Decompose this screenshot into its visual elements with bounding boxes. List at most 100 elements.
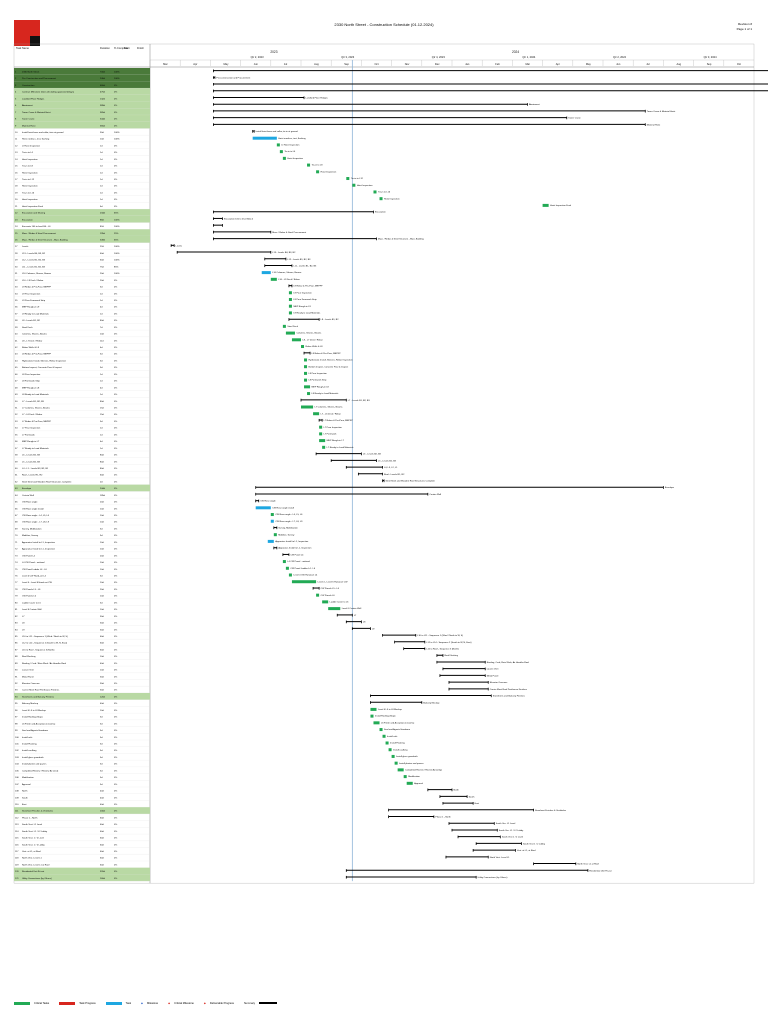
task-duration: 20d [100,589,104,591]
task-duration: 60d [100,475,104,477]
critical-task-bar [373,721,380,725]
task-duration: 60d [100,838,104,840]
task-duration: 60d [100,864,104,866]
row-id: 78 [15,589,18,591]
row-id: 70 [15,535,18,537]
row-id: 103 [15,757,19,759]
task-percent: 0% [114,649,117,651]
critical-task-bar [270,513,274,517]
task-name: L6 Finish and Acceptance (rooms) [22,722,55,725]
task-percent: 100% [114,78,120,80]
task-duration: 5d [100,528,103,530]
bar-label: Install rails [387,735,398,738]
critical-task-bar [307,163,311,167]
task-percent: 0% [114,757,117,759]
task-percent: 0% [114,199,117,201]
task-duration: 82d [100,226,104,228]
critical-task-bar [304,378,308,382]
row-id: 43 [15,354,18,356]
task-name: Excavation and Shoring [22,212,46,215]
row-id: 35 [15,300,18,302]
task-name: LI Hoist Inspection [22,144,41,147]
month-label: Feb [495,62,500,66]
task-duration: 5d [100,723,103,725]
task-percent: 0% [114,495,117,497]
row-id: 40 [15,334,18,336]
task-name: North Vest. Level L1 [22,857,42,860]
critical-task-bar [304,385,311,389]
task-name: Roof Flashing [22,656,36,658]
task-name: Steel Steel and Wooden Roof Structures C… [22,480,72,483]
task-duration: 60d [100,851,104,853]
row-highlight [14,81,150,89]
task-name: Balcony Mockup [22,703,39,705]
task-name: Louvre Vent [22,669,34,672]
task-duration: 30d [100,616,104,618]
task-duration: 344d [100,119,106,121]
task-name: Rebar Walls & L8 [22,346,40,349]
critical-task-bar [328,607,341,611]
task-percent: 0% [114,609,117,611]
task-duration: 1d [100,166,103,168]
bar-label: Tower Crane & Material Hoist [647,110,676,113]
bar-label: Envelope [665,487,675,489]
task-duration: 10d [100,562,104,564]
row-id: 93 [15,690,18,692]
task-name: L15 to Roof - Sequence 3 (North) [22,648,55,651]
task-name: Tie-in to L4 [22,151,34,154]
row-highlight [14,74,150,82]
task-duration: 5d [100,757,103,759]
bar-label: Hoist Inspection [287,157,303,160]
task-percent: 0% [114,192,117,194]
bar-label: L7 Formwork [324,432,338,435]
task-duration: 475d [100,92,106,94]
month-label: Apr [193,62,197,66]
row-id: 114 [15,831,19,833]
task-percent: 0% [114,159,117,161]
task-duration: 4d [100,347,103,349]
row-id: 2 [15,78,17,80]
task-percent: 0% [114,656,117,658]
bar-label: East [475,802,480,805]
task-duration: 1d [100,428,103,430]
task-percent: 0% [114,293,117,295]
quarter-label: Qtr 3, 2023 [341,55,355,59]
task-duration: 132d [100,98,106,100]
row-id: 4 [15,92,17,94]
month-label: Oct [737,62,741,66]
row-id: 29 [15,260,18,262]
row-id: 112 [15,817,19,819]
task-name: Roofing / Curb / Rain Work / Air Handler… [22,662,66,665]
task-percent: 0% [114,643,117,645]
task-percent: 0% [114,481,117,483]
task-name: Levels [22,246,29,248]
task-name: L7 Pour Inspection [22,427,41,430]
task-percent: 0% [114,703,117,705]
critical-task-bar [319,425,323,429]
task-name: L7 Columns, Shores, Beams [22,407,51,410]
year-label: 2024 [512,50,519,54]
task-percent: 0% [114,441,117,443]
task-percent: 0% [114,313,117,315]
row-id: 28 [15,253,18,255]
bar-label: L8 - Levels B1, B2 [321,319,340,321]
bar-label: Mobilize, Survey [278,533,295,536]
bar-label: Carrier Meet Roof Penthouse Finishes [490,688,528,691]
row-id: 100 [15,737,19,739]
task-duration: 5d [100,744,103,746]
row-id: 102 [15,750,19,752]
bar-label: L4, L3, L2, L1 [384,467,398,469]
bar-label: Pre-Construction and Procurement [216,76,250,79]
task-duration: 30d [100,629,104,631]
row-id: 98 [15,723,18,725]
row-id: 16 [15,172,18,174]
critical-task-bar [307,392,311,396]
task-percent: 0% [114,334,117,336]
task-percent: 0% [114,119,117,121]
task-percent: 0% [114,791,117,793]
bar-label: North Vest. L1 at Roof [577,863,599,866]
bar-label: Approval [414,782,423,785]
critical-task-bar [370,714,374,718]
row-id: 110 [15,804,19,806]
task-name: Level 6 Curtain Wall [22,608,42,611]
